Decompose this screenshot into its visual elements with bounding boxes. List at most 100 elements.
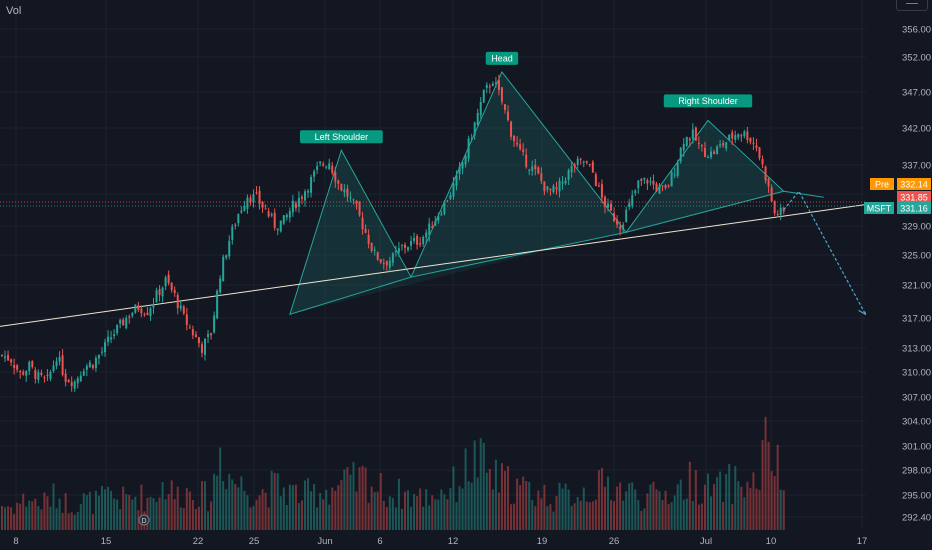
volume-bar [700,503,703,530]
volume-bar [619,482,622,530]
volume-bar [237,487,240,530]
candle-body [210,333,213,336]
candle-body [100,351,103,353]
volume-bar [476,477,479,530]
candle-body [761,158,764,165]
candle-body [82,371,85,376]
volume-bar [610,500,613,530]
volume-bar [70,512,73,530]
candle-body [394,251,397,253]
candle-body [58,357,61,362]
price-axis[interactable]: 356.00352.00347.00342.00337.00333.00329.… [866,0,932,550]
time-tick-label: Jun [317,536,332,547]
badge-value-bg [897,178,931,190]
candle-body [703,147,706,158]
volume-bar [91,514,94,530]
volume-bar [500,463,503,530]
volume-bar [282,487,285,530]
volume-bar [100,485,103,530]
price-tick-label: 301.00 [902,442,931,453]
volume-bar [67,513,70,530]
volume-bar [579,500,582,530]
volume-bar [343,469,346,530]
candle-body [113,334,116,336]
volume-bar [449,488,452,530]
volume-bar [573,503,576,530]
volume-bar [652,481,655,530]
price-tick-label: 347.00 [902,88,931,99]
volume-bar [664,490,667,530]
candle-body [191,329,194,336]
volume-bar [564,483,567,530]
scale-toggle-button[interactable] [896,0,928,11]
candle-body [285,214,288,218]
volume-bar [328,504,331,530]
price-tick-label: 304.00 [902,417,931,428]
volume-bar [64,493,67,530]
volume-bar [661,500,664,530]
volume-bar [388,496,391,530]
volume-bar [358,467,361,530]
candle-body [164,277,167,287]
candle-body [85,365,88,370]
volume-bar [140,484,143,530]
volume-bar [588,502,591,530]
volume-bar [679,479,682,530]
candle-body [619,226,622,230]
time-axis[interactable]: 8 15 22 25 Jun 6 12 19 26 Jul 10 17 [0,531,867,550]
volume-bar [464,448,467,530]
volume-bar [352,462,355,530]
volume-bar [728,463,731,530]
candle-body [634,190,637,193]
candle-body [355,200,358,205]
badge-value: 331.85 [900,193,928,203]
volume-bar [446,499,449,530]
candle-body [649,181,652,183]
candle-body [297,197,300,207]
volume-bar [188,491,191,530]
candle-body [228,240,231,257]
time-axis-bg [0,531,866,550]
volume-bar [276,473,279,530]
candle-body [316,166,319,170]
volume-bar [458,486,461,530]
badge-label: Pre [875,180,889,190]
volume-bar [752,472,755,530]
candle-body [291,200,294,213]
candle-body [752,142,755,144]
candle-body [431,226,434,229]
volume-bar [204,481,207,530]
candle-body [685,136,688,146]
volume-bar [31,501,34,530]
candle-body [276,228,279,231]
volume-bar [434,499,437,530]
volume-bar [782,490,785,530]
volume-bar [497,492,500,530]
candle-body [779,207,782,216]
candle-body [379,259,382,263]
candle-body [94,357,97,369]
volume-bar [10,507,13,530]
volume-bar [149,496,152,530]
candle-body [388,260,391,268]
volume-bar [519,485,522,530]
candle-body [455,175,458,186]
volume-bar [767,441,770,530]
candle-body [522,149,525,152]
volume-bar [461,488,464,530]
head-and-shoulders-pattern [289,70,824,316]
volume-bar [531,499,534,530]
candle-body [104,342,107,353]
time-tick-label: 10 [766,536,777,547]
volume-bar [522,476,525,530]
badge-label-bg [870,178,894,190]
candle-body [640,179,643,181]
volume-bar [779,489,782,530]
volume-bar [231,479,234,530]
volume-bar [258,495,261,530]
candle-body [91,365,94,368]
left-shoulder-area [289,148,412,316]
volume-bar [431,495,434,530]
volume-bar [567,489,570,530]
